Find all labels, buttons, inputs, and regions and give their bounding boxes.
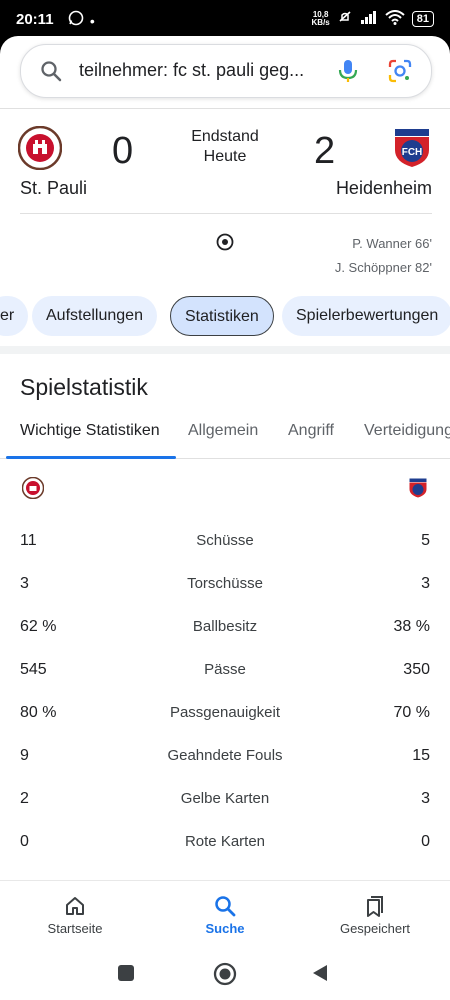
nav-startseite[interactable]: Startseite: [15, 891, 135, 936]
section-title: Spielstatistik: [20, 374, 148, 400]
recent-apps-icon[interactable]: [117, 964, 135, 987]
stat-label: Schüsse: [196, 532, 254, 549]
soccer-ball-icon: [216, 233, 234, 256]
results-sheet: teilnehmer: fc st. pauli geg... 0 St. Pa…: [0, 36, 450, 964]
stat-label: Geahndete Fouls: [167, 747, 283, 764]
stat-row: 11 Schüsse 5: [0, 526, 450, 556]
home-stat: 0: [20, 833, 29, 850]
stat-row: 62 % Ballbesitz 38 %: [0, 612, 450, 642]
active-tab-indicator: [6, 456, 176, 459]
nav-label: Gespeichert: [339, 921, 411, 936]
divider: [0, 108, 450, 109]
tab-chips: er Aufstellungen Statistiken Spielerbewe…: [0, 296, 450, 340]
system-navigation: [0, 962, 450, 1000]
chip-aufstellungen[interactable]: Aufstellungen: [32, 296, 157, 336]
nav-label: Startseite: [47, 921, 103, 936]
svg-text:FCH: FCH: [402, 147, 423, 158]
home-stat: 9: [20, 747, 29, 764]
stat-label: Gelbe Karten: [180, 790, 270, 807]
tab-angriff[interactable]: Angriff: [288, 422, 334, 439]
home-stat: 3: [20, 575, 29, 592]
away-stat: 38 %: [393, 618, 430, 635]
search-box[interactable]: teilnehmer: fc st. pauli geg...: [20, 44, 432, 98]
away-stat: 5: [421, 532, 430, 549]
wifi-icon: [385, 9, 405, 28]
stat-row: 2 Gelbe Karten 3: [0, 784, 450, 814]
status-bar: 20:11 • 10,8 KB/s 81: [0, 0, 450, 36]
away-stat: 3: [421, 575, 430, 592]
divider: [20, 213, 432, 214]
nav-suche[interactable]: Suche: [165, 891, 285, 936]
home-icon: [15, 891, 135, 921]
match-status: Endstand: [191, 128, 259, 145]
home-stat: 2: [20, 790, 29, 807]
stat-label: Passgenauigkeit: [169, 704, 281, 721]
tab-allgemein[interactable]: Allgemein: [188, 422, 259, 439]
whatsapp-notification-icon: •: [68, 10, 95, 29]
goal-scorer: P. Wanner 66': [352, 236, 432, 251]
heidenheim-crest-icon: [408, 477, 428, 499]
home-stat: 11: [20, 532, 37, 549]
search-icon: [165, 891, 285, 921]
network-speed: 10,8 KB/s: [311, 9, 330, 27]
stat-label: Ballbesitz: [192, 618, 258, 635]
home-stat: 80 %: [20, 704, 57, 721]
match-date: Heute: [203, 148, 247, 165]
battery-indicator: 81: [411, 10, 434, 27]
section-separator: [0, 346, 450, 354]
chip-statistiken[interactable]: Statistiken: [170, 296, 274, 336]
chip-spielerbewertungen[interactable]: Spielerbewertungen: [282, 296, 450, 336]
stat-label: Pässe: [204, 661, 246, 678]
divider: [0, 458, 450, 459]
away-stat: 350: [403, 661, 430, 678]
bottom-navigation: Startseite Suche Gespeichert: [0, 880, 450, 964]
mute-icon: [337, 9, 353, 28]
stat-label: Torschüsse: [187, 575, 263, 592]
bookmarks-icon: [315, 891, 435, 921]
stat-row: 80 % Passgenauigkeit 70 %: [0, 698, 450, 728]
away-team-name[interactable]: Heidenheim: [335, 178, 432, 198]
stat-row: 3 Torschüsse 3: [0, 569, 450, 599]
tab-wichtige-statistiken[interactable]: Wichtige Statistiken: [20, 422, 160, 439]
st-pauli-crest-icon[interactable]: [17, 125, 63, 171]
home-stat: 545: [20, 661, 47, 678]
stat-row: 0 Rote Karten 0: [0, 827, 450, 857]
home-stat: 62 %: [20, 618, 57, 635]
stat-row: 9 Geahndete Fouls 15: [0, 741, 450, 771]
stat-row: 545 Pässe 350: [0, 655, 450, 685]
away-stat: 0: [421, 833, 430, 850]
away-stat: 15: [412, 747, 430, 764]
home-score: 0: [112, 130, 134, 172]
nav-gespeichert[interactable]: Gespeichert: [315, 891, 435, 936]
home-button-icon[interactable]: [213, 962, 237, 991]
heidenheim-crest-icon[interactable]: FCH: [392, 128, 432, 168]
nav-label: Suche: [205, 921, 245, 936]
stats-tabs: Wichtige Statistiken Allgemein Angriff V…: [0, 408, 450, 458]
google-lens-icon[interactable]: [387, 58, 413, 89]
signal-icon: [360, 10, 378, 27]
back-icon[interactable]: [311, 964, 329, 987]
away-score: 2: [314, 130, 336, 172]
stat-label: Rote Karten: [184, 833, 266, 850]
st-pauli-crest-icon: [21, 476, 45, 500]
tab-verteidigung[interactable]: Verteidigung: [364, 422, 450, 439]
goal-scorer: J. Schöppner 82': [334, 260, 432, 275]
microphone-icon[interactable]: [335, 58, 361, 89]
search-input[interactable]: teilnehmer: fc st. pauli geg...: [79, 60, 305, 80]
clock: 20:11: [16, 11, 54, 28]
home-team-name[interactable]: St. Pauli: [20, 178, 88, 198]
search-icon: [39, 59, 63, 88]
chip-previous[interactable]: er: [0, 296, 29, 336]
away-stat: 3: [421, 790, 430, 807]
away-stat: 70 %: [393, 704, 430, 721]
